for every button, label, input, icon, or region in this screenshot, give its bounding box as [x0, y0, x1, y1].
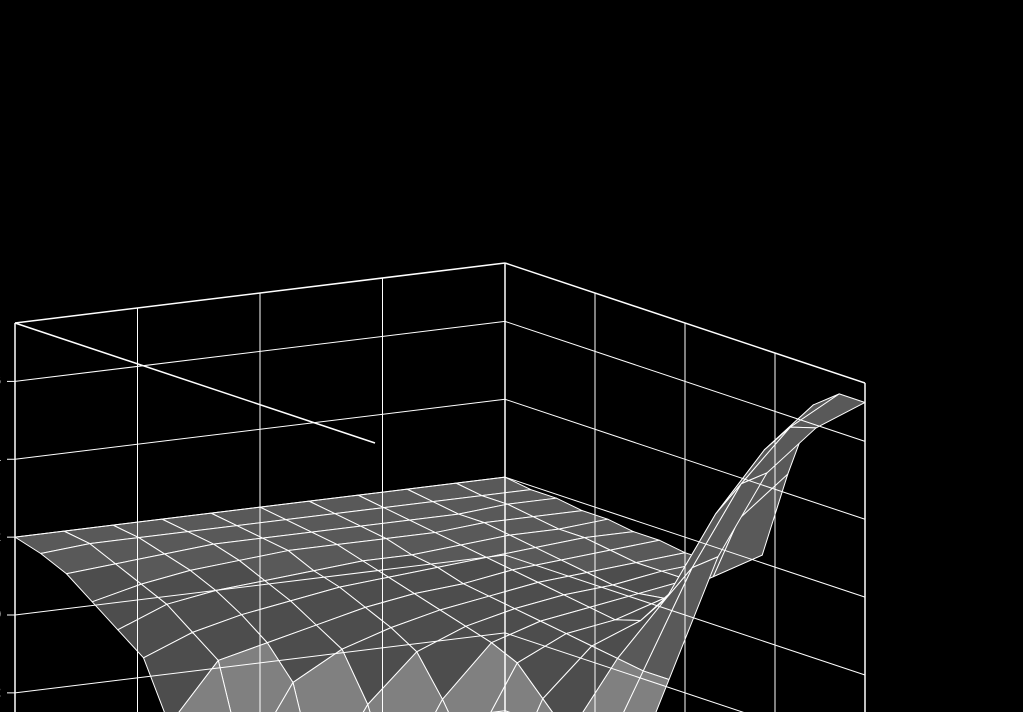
svg-text:0.2: 0.2: [0, 528, 1, 544]
svg-text:0: 0: [0, 606, 1, 622]
svg-text:0.6: 0.6: [0, 372, 1, 388]
svg-text:0.4: 0.4: [0, 450, 1, 466]
svg-text:-0.2: -0.2: [0, 684, 1, 700]
surface-3d-plot: -0.6-0.4-0.200.20.40.6-1-0.500.51-1-0.50…: [0, 0, 1023, 712]
surface-mesh: [15, 394, 865, 712]
